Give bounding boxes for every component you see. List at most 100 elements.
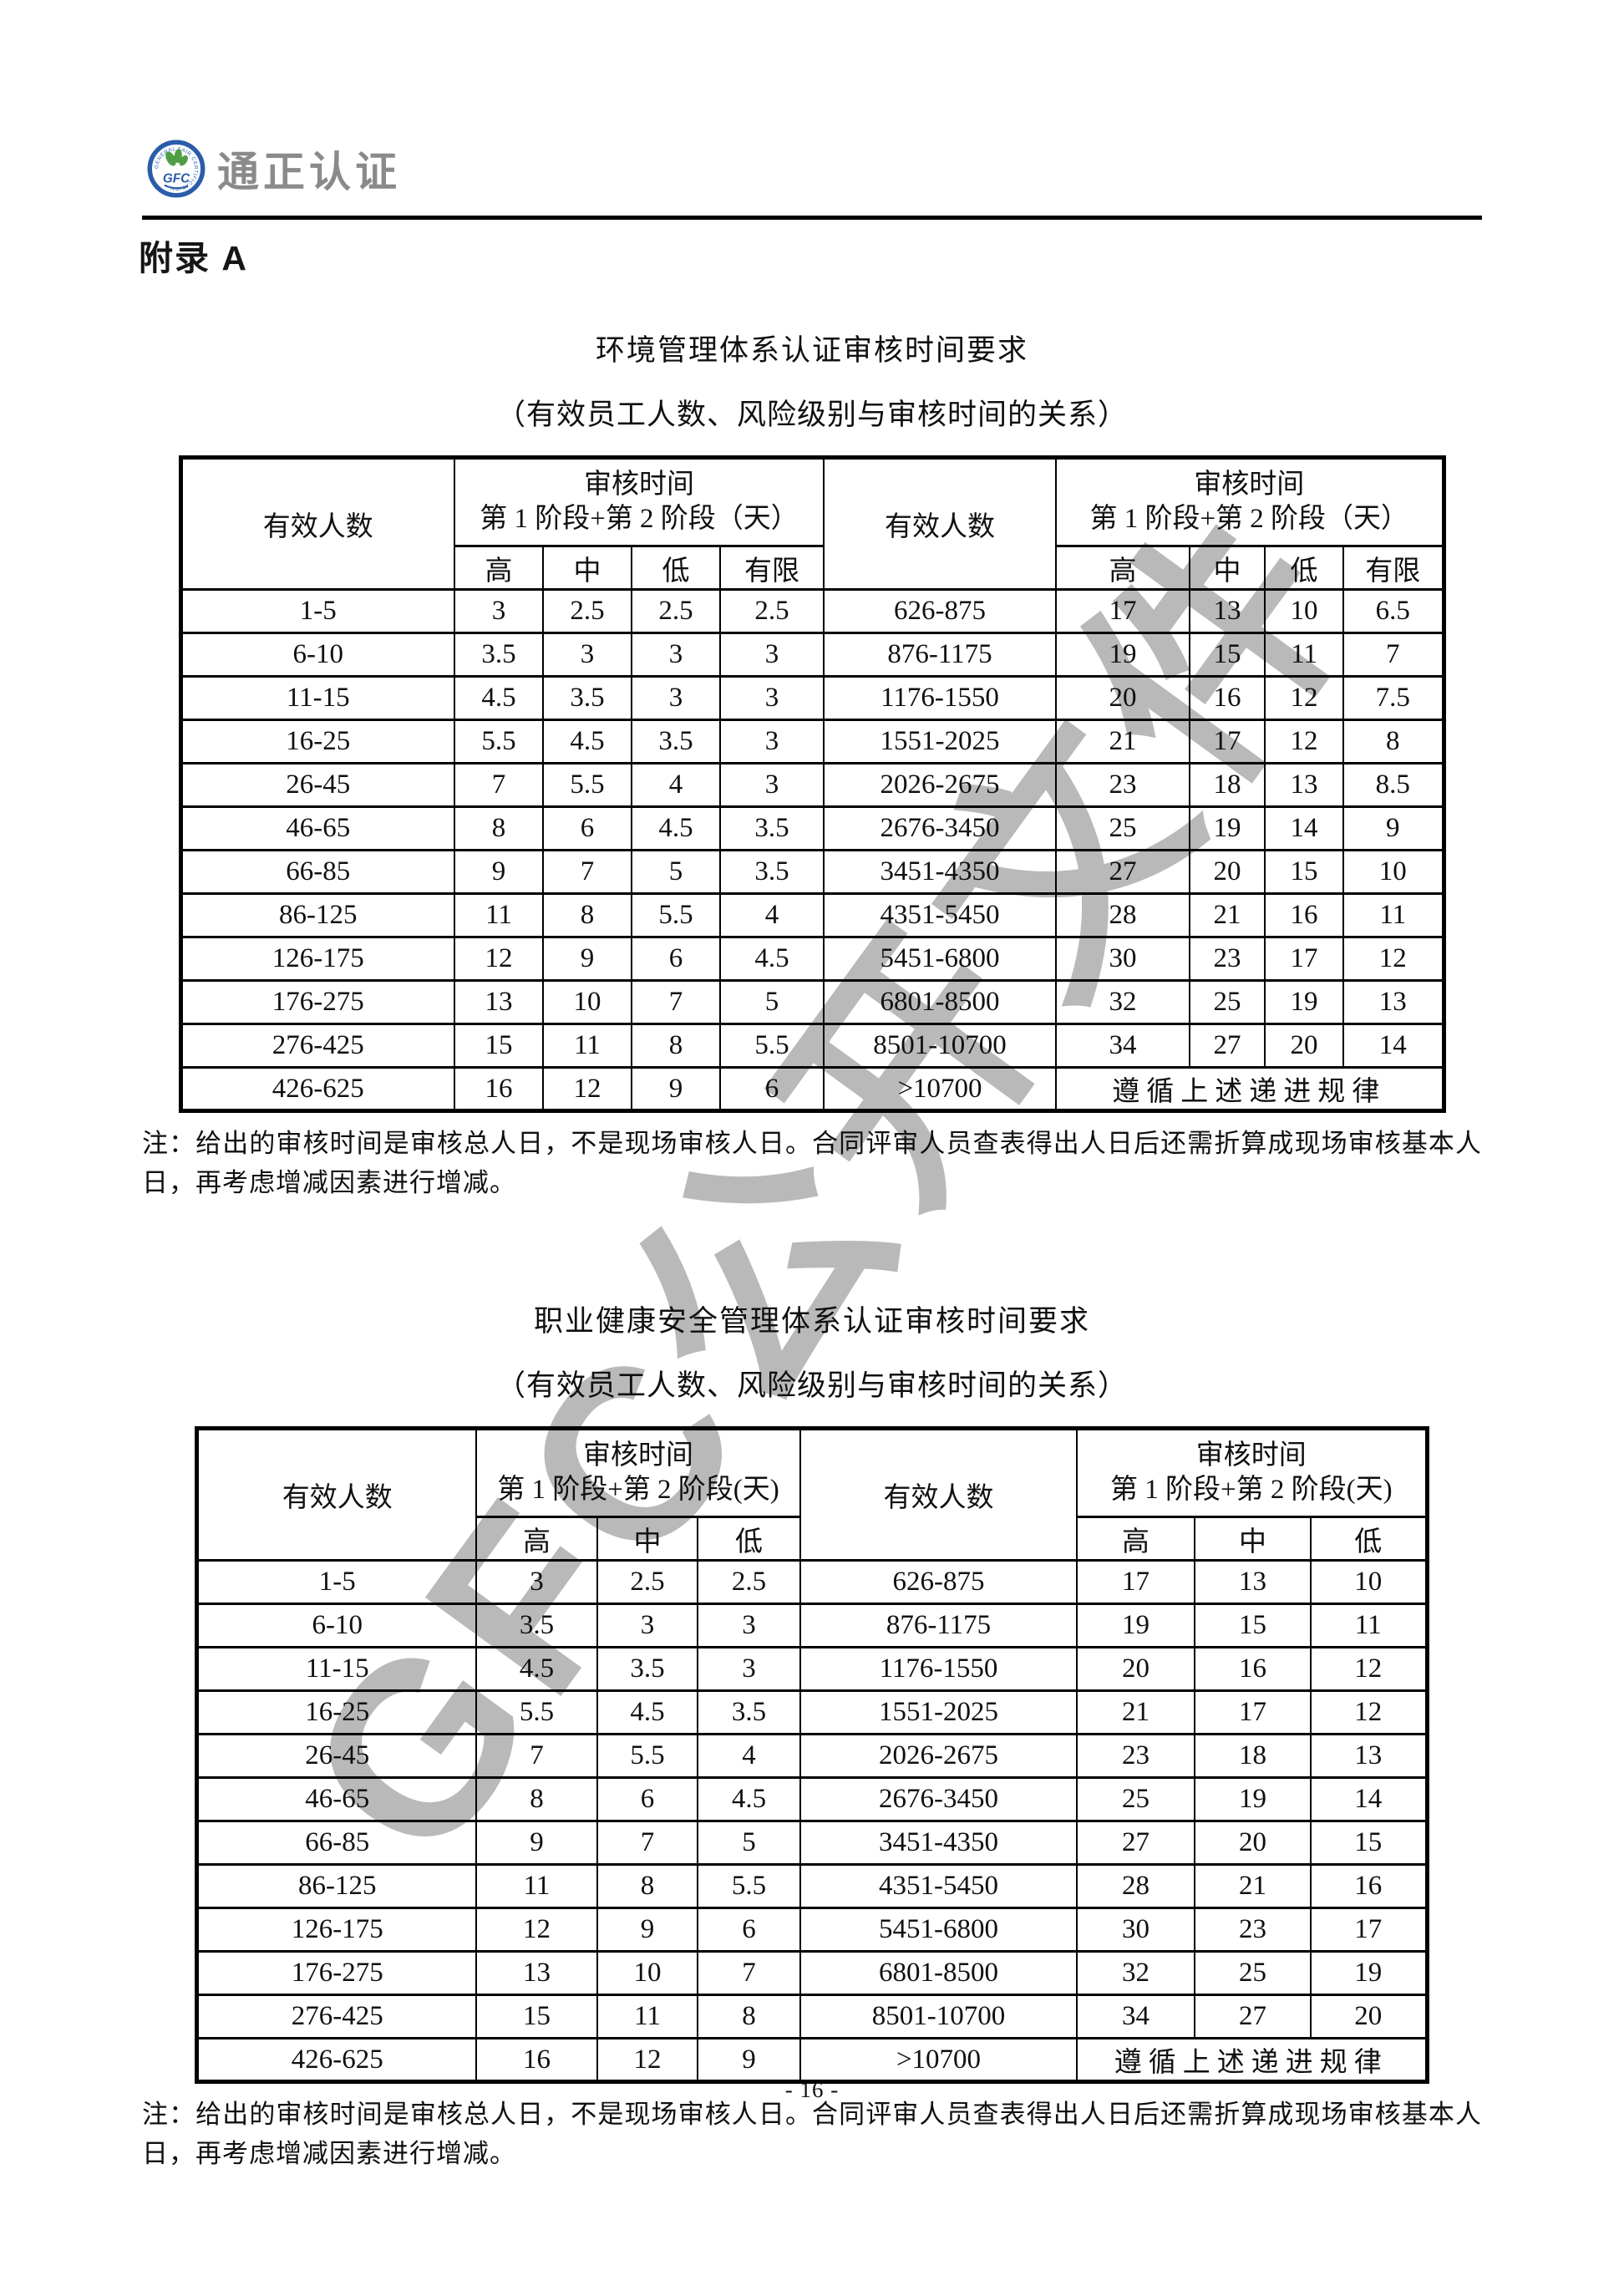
audit-days-cell: 19: [1309, 1950, 1429, 1996]
audit-days-cell: 21: [1076, 1689, 1195, 1735]
audit-days-cell: 2.5: [719, 588, 825, 634]
employee-range-cell: 46-65: [180, 805, 455, 851]
table-subtitle: （有效员工人数、风险级别与审核时间的关系）: [495, 399, 1128, 431]
employee-range-cell: 16-25: [195, 1689, 477, 1735]
audit-days-cell: 2.5: [696, 1559, 802, 1605]
table-row: 176-275 13 10 7 6801-8500 32 25 19: [195, 1950, 1429, 1996]
audit-days-cell: 12: [542, 1066, 632, 1112]
table-row: 6-10 3.5 3 3 3 876-1175 19 15 11 7: [180, 632, 1444, 678]
audit-days-cell: 28: [1076, 1863, 1195, 1909]
employee-range-cell: 4351-5450: [823, 892, 1057, 938]
employee-range-cell: 426-625: [195, 2037, 477, 2083]
risk-level-header: 高: [1076, 1516, 1195, 1562]
audit-days-cell: 19: [1189, 805, 1266, 851]
audit-days-cell: 7.5: [1342, 675, 1444, 721]
audit-days-cell: 5.5: [631, 892, 721, 938]
audit-days-cell: 20: [1309, 1994, 1429, 2039]
audit-days-cell: 13: [1309, 1733, 1429, 1779]
audit-days-cell: 28: [1055, 892, 1190, 938]
audit-days-cell: 25: [1055, 805, 1190, 851]
risk-levels-header-row: 高中低高中低: [197, 1516, 1429, 1562]
audit-days-cell: 13: [1264, 762, 1344, 808]
table-row: 426-625 16 12 9 6 >10700 遵循上述递进规律: [180, 1066, 1444, 1112]
audit-days-cell: 17: [1264, 936, 1344, 982]
people-count-header: 有效人数: [195, 1427, 477, 1562]
table-row: 46-65 8 6 4.5 3.5 2676-3450 25 19 14 9: [180, 805, 1444, 851]
audit-days-cell: 4.5: [475, 1646, 598, 1692]
audit-days-cell: 32: [1076, 1950, 1195, 1996]
table-row: 176-275 13 10 7 5 6801-8500 32 25 19 13: [180, 979, 1444, 1025]
audit-days-cell: 15: [1309, 1820, 1429, 1866]
audit-days-cell: 15: [1264, 849, 1344, 895]
audit-days-cell: 34: [1055, 1023, 1190, 1069]
audit-days-cell: 8: [454, 805, 544, 851]
audit-days-cell: 5.5: [596, 1733, 698, 1779]
audit-days-cell: 16: [1309, 1863, 1429, 1909]
employee-range-cell: 6-10: [195, 1603, 477, 1648]
audit-days-cell: 4.5: [542, 719, 632, 764]
appendix-heading: 附录 A: [139, 239, 248, 277]
audit-days-cell: 7: [631, 979, 721, 1025]
employee-range-cell: 6801-8500: [823, 979, 1057, 1025]
employee-range-cell: 2676-3450: [799, 1776, 1078, 1822]
audit-days-cell: 5: [719, 979, 825, 1025]
audit-days-cell: 8: [542, 892, 632, 938]
audit-days-cell: 5.5: [454, 719, 544, 764]
audit-days-cell: 10: [1309, 1559, 1429, 1605]
page-number: - 16 -: [784, 2077, 840, 2102]
employee-range-cell: 126-175: [195, 1907, 477, 1953]
risk-levels-header-row: 高中低有限高中低有限: [180, 545, 1444, 591]
employee-range-cell: 2026-2675: [823, 762, 1057, 808]
audit-days-cell: 3.5: [719, 849, 825, 895]
employee-range-cell: 126-175: [180, 936, 455, 982]
audit-days-cell: 11: [475, 1863, 598, 1909]
audit-days-cell: 3: [542, 632, 632, 678]
table-title: 职业健康安全管理体系认证审核时间要求: [533, 1305, 1090, 1338]
table-subtitle: （有效员工人数、风险级别与审核时间的关系）: [495, 1369, 1128, 1402]
audit-days-cell: 14: [1264, 805, 1344, 851]
audit-days-cell: 5.5: [719, 1023, 825, 1069]
audit-days-cell: 2.5: [631, 588, 721, 634]
audit-days-cell: 18: [1194, 1733, 1312, 1779]
audit-days-cell: 9: [454, 849, 544, 895]
table-row: 66-85 9 7 5 3.5 3451-4350 27 20 15 10: [180, 849, 1444, 895]
employee-range-cell: 6801-8500: [799, 1950, 1078, 1996]
audit-days-cell: 7: [696, 1950, 802, 1996]
table-row: 126-175 12 9 6 4.5 5451-6800 30 23 17 12: [180, 936, 1444, 982]
audit-days-cell: 12: [1309, 1646, 1429, 1692]
audit-days-cell: 5.5: [475, 1689, 598, 1735]
audit-days-cell: 10: [542, 979, 632, 1025]
audit-days-cell: 17: [1189, 719, 1266, 764]
employee-range-cell: 626-875: [799, 1559, 1078, 1605]
table-note: 注：给出的审核时间是审核总人日，不是现场审核人日。合同评审人员查表得出人日后还需…: [142, 2100, 1482, 2168]
table-row: 86-125 11 8 5.5 4351-5450 28 21 16: [195, 1863, 1429, 1909]
audit-days-cell: 12: [596, 2037, 698, 2083]
audit-days-cell: 13: [1194, 1559, 1312, 1605]
risk-level-header: 高: [1055, 545, 1190, 591]
audit-days-cell: 3: [631, 675, 721, 721]
audit-days-cell: 3.5: [475, 1603, 598, 1648]
employee-range-cell: 1-5: [180, 588, 455, 634]
audit-days-cell: 6: [631, 936, 721, 982]
risk-level-header: 低: [1309, 1516, 1429, 1562]
people-count-header: 有效人数: [823, 456, 1057, 591]
audit-days-cell: 20: [1055, 675, 1190, 721]
audit-days-cell: 4: [631, 762, 721, 808]
audit-days-cell: 3: [696, 1603, 802, 1648]
audit-days-cell: 19: [1076, 1603, 1195, 1648]
table-row: 11-15 4.5 3.5 3 3 1176-1550 20 16 12 7.5: [180, 675, 1444, 721]
risk-level-header: 中: [1189, 545, 1266, 591]
audit-days-cell: 3: [596, 1603, 698, 1648]
employee-range-cell: 2676-3450: [823, 805, 1057, 851]
people-count-header: 有效人数: [799, 1427, 1078, 1562]
table-row: 26-45 7 5.5 4 3 2026-2675 23 18 13 8.5: [180, 762, 1444, 808]
audit-days-cell: 34: [1076, 1994, 1195, 2039]
audit-days-cell: 23: [1055, 762, 1190, 808]
table-header-row: 有效人数 审核时间 第 1 阶段+第 2 阶段(天) 有效人数 审核时间 第 1…: [195, 1427, 1429, 1562]
risk-level-header: 低: [696, 1516, 802, 1562]
table-row: 426-625 16 12 9 >10700 遵循上述递进规律: [195, 2037, 1429, 2083]
employee-range-cell: 26-45: [195, 1733, 477, 1779]
risk-level-header: 低: [1264, 545, 1344, 591]
table-row: 276-425 15 11 8 8501-10700 34 27 20: [195, 1994, 1429, 2039]
